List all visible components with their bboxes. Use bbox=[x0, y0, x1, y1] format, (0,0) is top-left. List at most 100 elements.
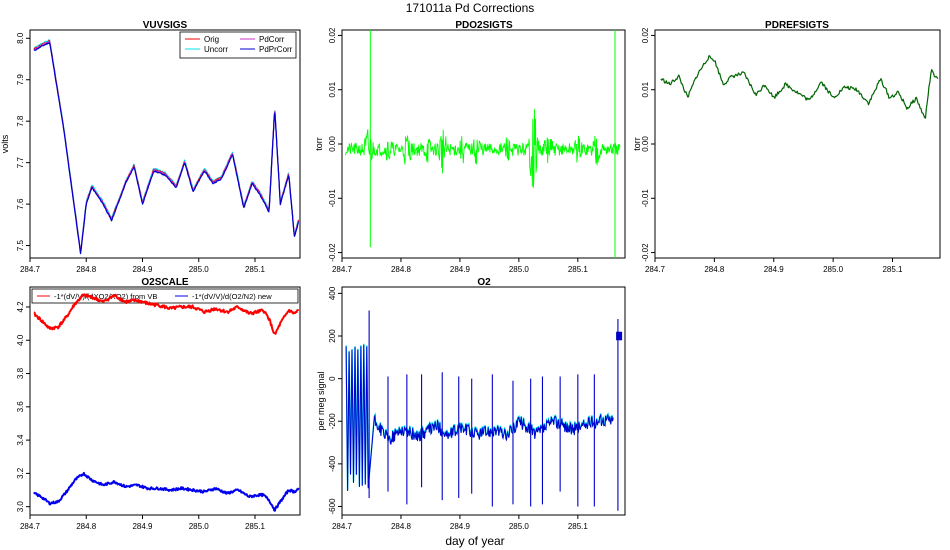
y-tick-label: -0.02 bbox=[328, 243, 337, 262]
x-tick-label: 284.7 bbox=[20, 265, 41, 274]
y-tick-label: 200 bbox=[328, 329, 337, 343]
y-tick-label: 3.6 bbox=[16, 401, 25, 413]
x-tick-label: 284.7 bbox=[645, 265, 666, 274]
y-ticks: -600 -400 -200 0 200 400 bbox=[328, 286, 342, 514]
series-layer bbox=[345, 30, 621, 258]
y-axis-label: torr bbox=[632, 137, 642, 151]
y-tick-label: 3.0 bbox=[16, 501, 25, 513]
x-tick-label: 285.1 bbox=[568, 522, 589, 531]
legend-label-vb: -1*(dV/V)/(dXO2/XO2) from VB bbox=[54, 292, 157, 301]
x-tick-label: 285.1 bbox=[568, 265, 589, 274]
x-tick-label: 284.9 bbox=[132, 265, 153, 274]
y-tick-label: -0.01 bbox=[641, 189, 650, 208]
y-tick-label: -0.02 bbox=[641, 243, 650, 262]
x-tick-label: 284.9 bbox=[764, 265, 785, 274]
figure-xlabel: day of year bbox=[445, 534, 504, 548]
panel-vuvsigs: VUVSIGS volts Orig Uncorr PdCorr PdPrCor… bbox=[0, 20, 301, 274]
x-tick-label: 285.0 bbox=[189, 265, 210, 274]
series-line-pdcorr bbox=[33, 40, 300, 253]
y-tick-label: 400 bbox=[328, 286, 337, 300]
x-ticks: 284.7 284.8 284.9 285.0 285.1 bbox=[20, 258, 266, 274]
x-tick-label: 284.8 bbox=[76, 522, 97, 531]
panel-o2scale: O2SCALE -1*(dV/V)/(dXO2/XO2) from VB -1*… bbox=[16, 277, 301, 531]
series-line-o2scale-vb bbox=[33, 293, 300, 335]
x-tick-label: 284.8 bbox=[391, 265, 412, 274]
x-ticks: 284.7 284.8 284.9 285.0 285.1 bbox=[332, 515, 588, 531]
panel-pdrefsigts: PDREFSIGTS torr 284.7 284.8 284.9 285.0 285.… bbox=[632, 20, 941, 274]
x-tick-label: 284.7 bbox=[20, 522, 41, 531]
x-tick-label: 285.0 bbox=[509, 265, 530, 274]
x-ticks: 284.7 284.8 284.9 285.0 285.1 bbox=[645, 258, 903, 274]
x-tick-label: 285.1 bbox=[245, 522, 266, 531]
series-layer bbox=[33, 293, 300, 512]
x-tick-label: 284.8 bbox=[76, 265, 97, 274]
y-tick-label: 7.8 bbox=[16, 115, 25, 127]
y-ticks: 3.0 3.2 3.4 3.6 3.8 4.0 4.2 bbox=[16, 301, 30, 512]
legend-label-pdprcorr: PdPrCorr bbox=[259, 45, 293, 54]
y-ticks: -0.02 -0.01 0.00 0.01 0.02 bbox=[328, 27, 342, 262]
series-late-block bbox=[616, 331, 623, 341]
plot-frame bbox=[29, 286, 301, 516]
x-tick-label: 284.8 bbox=[391, 522, 412, 531]
series-layer bbox=[33, 39, 300, 255]
panel-title: O2 bbox=[477, 277, 491, 288]
panel-pdo2sigts: PDO2SIGTS torr 284.7 284.8 284.9 285.0 285.1… bbox=[314, 20, 626, 274]
y-tick-label: 4.0 bbox=[16, 334, 25, 346]
x-tick-label: 285.0 bbox=[509, 522, 530, 531]
y-tick-label: 7.5 bbox=[16, 239, 25, 251]
series-layer bbox=[660, 55, 939, 119]
x-tick-label: 285.0 bbox=[823, 265, 844, 274]
plot-frame bbox=[341, 286, 626, 516]
series-line-o2 bbox=[345, 344, 614, 492]
y-tick-label: 4.2 bbox=[16, 301, 25, 313]
plot-frame bbox=[341, 29, 626, 259]
x-ticks: 284.7 284.8 284.9 285.0 285.1 bbox=[20, 515, 266, 531]
y-axis-label: volts bbox=[0, 134, 10, 153]
y-tick-label: 0.02 bbox=[328, 27, 337, 43]
y-tick-label: 3.4 bbox=[16, 434, 25, 446]
series-line-orig bbox=[33, 39, 299, 252]
x-tick-label: 284.7 bbox=[332, 265, 353, 274]
y-tick-label: -600 bbox=[328, 498, 337, 515]
panel-title: PDO2SIGTS bbox=[455, 20, 513, 31]
y-tick-label: 7.9 bbox=[16, 74, 25, 86]
x-tick-label: 285.1 bbox=[882, 265, 903, 274]
y-tick-label: -400 bbox=[328, 455, 337, 472]
y-tick-label: 0.00 bbox=[328, 136, 337, 152]
series-line-pdref bbox=[660, 55, 939, 119]
x-tick-label: 284.7 bbox=[332, 522, 353, 531]
y-tick-label: 3.2 bbox=[16, 467, 25, 479]
y-ticks: -0.02 -0.01 0.00 0.01 0.02 bbox=[641, 27, 655, 262]
x-tick-label: 284.9 bbox=[132, 522, 153, 531]
series-line-o2scale-new bbox=[33, 471, 300, 512]
legend: Orig Uncorr PdCorr PdPrCorr bbox=[179, 31, 297, 59]
plot-frame bbox=[654, 29, 941, 259]
legend-label-orig: Orig bbox=[204, 35, 219, 44]
y-ticks: 7.5 7.6 7.7 7.8 7.9 8.0 bbox=[16, 32, 30, 251]
y-tick-label: -0.01 bbox=[328, 189, 337, 208]
legend-label-new: -1*(dV/V)/d(O2/N2) new bbox=[192, 292, 272, 301]
y-tick-label: 0.00 bbox=[641, 136, 650, 152]
legend-label-pdcorr: PdCorr bbox=[259, 35, 285, 44]
y-tick-label: 7.6 bbox=[16, 198, 25, 210]
x-tick-label: 284.9 bbox=[450, 522, 471, 531]
panel-o2: O2 per meg signal 284.7 284.8 284.9 285.0 28… bbox=[316, 277, 626, 531]
x-tick-label: 284.9 bbox=[450, 265, 471, 274]
y-axis-label: per meg signal bbox=[316, 371, 326, 430]
figure-title: 171011a Pd Corrections bbox=[406, 1, 535, 15]
x-tick-label: 285.1 bbox=[245, 265, 266, 274]
y-tick-label: 3.8 bbox=[16, 367, 25, 379]
panel-title: VUVSIGS bbox=[143, 20, 188, 31]
y-tick-label: -200 bbox=[328, 413, 337, 430]
x-tick-label: 285.0 bbox=[189, 522, 210, 531]
legend-label-uncorr: Uncorr bbox=[204, 45, 228, 54]
y-axis-label: torr bbox=[314, 137, 324, 151]
panel-title: O2SCALE bbox=[141, 277, 189, 288]
series-line-pdo2 bbox=[345, 108, 621, 188]
series-layer bbox=[345, 310, 623, 511]
y-tick-label: 0.01 bbox=[641, 81, 650, 97]
x-ticks: 284.7 284.8 284.9 285.0 285.1 bbox=[332, 258, 588, 274]
y-tick-label: 7.7 bbox=[16, 157, 25, 169]
x-tick-label: 284.8 bbox=[704, 265, 725, 274]
